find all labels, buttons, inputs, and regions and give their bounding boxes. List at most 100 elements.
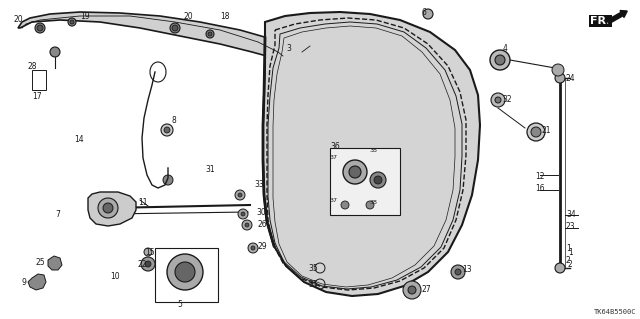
- Circle shape: [555, 263, 565, 273]
- Circle shape: [35, 23, 45, 33]
- Circle shape: [37, 25, 43, 31]
- Circle shape: [164, 127, 170, 133]
- Circle shape: [495, 55, 505, 65]
- Text: 35: 35: [308, 264, 317, 273]
- Circle shape: [103, 203, 113, 213]
- Text: 2: 2: [566, 256, 571, 265]
- Circle shape: [144, 248, 152, 256]
- Circle shape: [98, 198, 118, 218]
- Circle shape: [349, 166, 361, 178]
- Text: 10: 10: [110, 272, 120, 281]
- Text: 14: 14: [74, 135, 84, 144]
- Circle shape: [491, 93, 505, 107]
- Circle shape: [341, 201, 349, 209]
- Circle shape: [343, 160, 367, 184]
- Text: 15: 15: [145, 248, 155, 257]
- FancyArrow shape: [607, 11, 627, 24]
- Circle shape: [70, 20, 74, 24]
- Polygon shape: [48, 256, 62, 270]
- Circle shape: [238, 193, 242, 197]
- Text: FR.: FR.: [590, 16, 611, 26]
- Text: 11: 11: [138, 198, 147, 207]
- Text: 28: 28: [28, 62, 38, 71]
- Circle shape: [366, 201, 374, 209]
- Text: 22: 22: [138, 260, 147, 269]
- Text: 37: 37: [330, 155, 338, 160]
- Circle shape: [403, 281, 421, 299]
- Circle shape: [370, 172, 386, 188]
- Polygon shape: [88, 192, 136, 226]
- Bar: [330, 148, 400, 215]
- Circle shape: [141, 257, 155, 271]
- Circle shape: [238, 209, 248, 219]
- Circle shape: [423, 9, 433, 19]
- Text: 7: 7: [55, 210, 60, 219]
- Text: 20: 20: [184, 12, 194, 21]
- Text: 19: 19: [80, 12, 90, 21]
- Circle shape: [50, 47, 60, 57]
- Text: 1: 1: [568, 248, 573, 257]
- Text: 38: 38: [370, 200, 378, 205]
- Text: 31: 31: [205, 165, 214, 174]
- Circle shape: [235, 190, 245, 200]
- Circle shape: [408, 286, 416, 294]
- Text: 26: 26: [258, 220, 268, 229]
- Circle shape: [175, 262, 195, 282]
- Circle shape: [208, 32, 212, 36]
- Circle shape: [241, 212, 245, 216]
- Circle shape: [527, 123, 545, 141]
- Circle shape: [495, 97, 501, 103]
- Circle shape: [161, 124, 173, 136]
- Circle shape: [490, 50, 510, 70]
- Circle shape: [531, 127, 541, 137]
- Circle shape: [170, 23, 180, 33]
- Text: 27: 27: [422, 285, 431, 294]
- Circle shape: [68, 18, 76, 26]
- Circle shape: [172, 25, 178, 31]
- Text: 6: 6: [422, 8, 426, 17]
- Text: 17: 17: [32, 92, 42, 101]
- Circle shape: [552, 64, 564, 76]
- Text: 33: 33: [254, 180, 264, 189]
- Circle shape: [242, 220, 252, 230]
- Circle shape: [455, 269, 461, 275]
- Text: 2: 2: [568, 260, 573, 269]
- Text: 32: 32: [502, 95, 511, 104]
- Text: 20: 20: [14, 15, 24, 24]
- Text: 4: 4: [503, 44, 508, 53]
- Text: 9: 9: [22, 278, 27, 287]
- Text: 8: 8: [172, 116, 177, 125]
- Bar: [32, 70, 46, 90]
- Text: 12: 12: [535, 172, 545, 181]
- Text: 35: 35: [308, 280, 317, 289]
- Text: 1: 1: [566, 244, 571, 253]
- Text: 16: 16: [535, 184, 545, 193]
- Text: 30: 30: [256, 208, 266, 217]
- Text: 25: 25: [36, 258, 45, 267]
- Polygon shape: [18, 12, 290, 58]
- Text: 36: 36: [330, 142, 340, 151]
- Circle shape: [145, 261, 151, 267]
- Text: 18: 18: [220, 12, 230, 21]
- Circle shape: [251, 246, 255, 250]
- Circle shape: [163, 175, 173, 185]
- Text: 37: 37: [330, 198, 338, 203]
- Circle shape: [555, 73, 565, 83]
- Text: 23: 23: [566, 222, 575, 231]
- Circle shape: [374, 176, 382, 184]
- Text: 29: 29: [258, 242, 268, 251]
- Text: 34: 34: [566, 210, 576, 219]
- Text: TK64B5500C: TK64B5500C: [593, 309, 636, 315]
- Polygon shape: [263, 12, 480, 296]
- Circle shape: [167, 254, 203, 290]
- Bar: [155, 248, 218, 302]
- Polygon shape: [28, 274, 46, 290]
- Circle shape: [451, 265, 465, 279]
- Circle shape: [248, 243, 258, 253]
- Text: 5: 5: [177, 300, 182, 309]
- Circle shape: [206, 30, 214, 38]
- Text: 21: 21: [542, 126, 552, 135]
- Text: 13: 13: [462, 265, 472, 274]
- Text: 3: 3: [286, 44, 291, 53]
- Text: 24: 24: [566, 74, 575, 83]
